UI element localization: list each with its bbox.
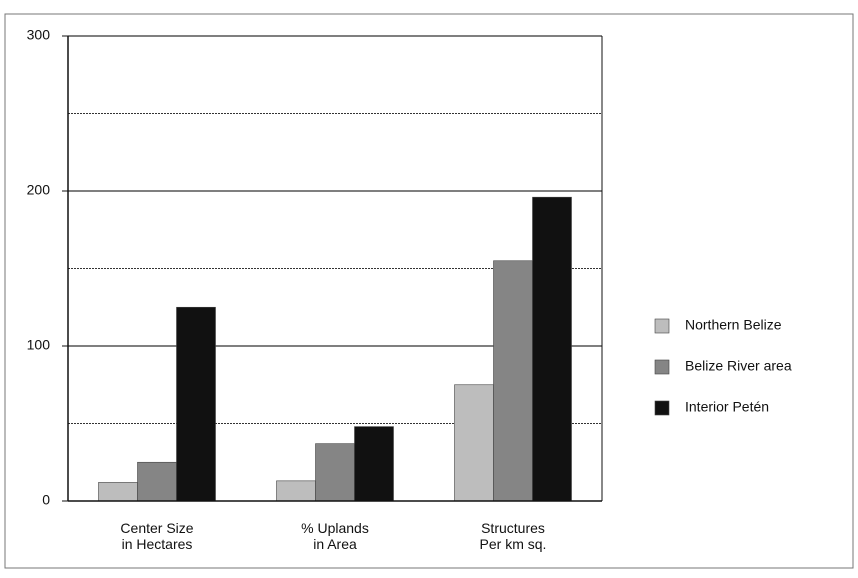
legend-label: Interior Petén (685, 399, 769, 415)
legend-swatch (654, 400, 670, 416)
legend-swatch (654, 359, 670, 375)
bar (98, 482, 138, 502)
y-tick-label: 0 (42, 492, 50, 508)
bar (315, 443, 355, 502)
bar (137, 461, 177, 502)
y-tick-label: 200 (27, 182, 51, 198)
y-tick-label: 300 (27, 27, 51, 43)
legend-label: Northern Belize (685, 317, 782, 333)
x-tick-label: % Uplands in Area (301, 520, 369, 552)
y-tick-label: 100 (27, 337, 51, 353)
frame (4, 13, 854, 569)
bar (454, 384, 494, 502)
bar (176, 306, 216, 502)
bar (493, 260, 533, 502)
x-tick-label: Structures Per km sq. (480, 520, 547, 552)
bar (354, 426, 394, 502)
bar (532, 196, 572, 502)
x-tick-label: Center Size in Hectares (120, 520, 193, 552)
bar (276, 480, 316, 502)
legend-label: Belize River area (685, 358, 792, 374)
legend-swatch (654, 318, 670, 334)
